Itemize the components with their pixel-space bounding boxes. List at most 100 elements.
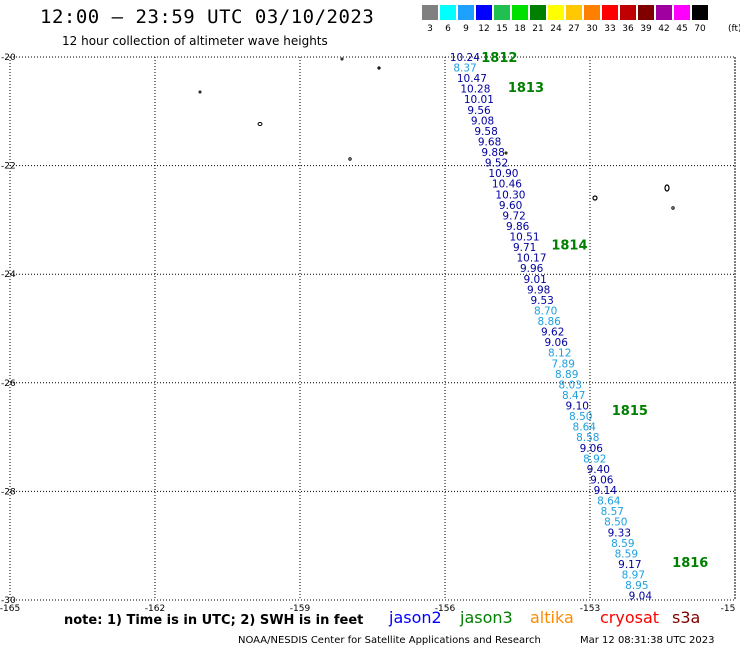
swh-value-label: 9.52 [485, 158, 508, 170]
island-outline [348, 157, 352, 161]
swh-value-label: 8.89 [555, 369, 578, 381]
legend-swatch [512, 5, 529, 20]
latitude-tick-label: -30 [1, 596, 16, 606]
swh-value-label: 9.10 [566, 401, 589, 413]
swh-value-label: 8.95 [625, 580, 648, 592]
swh-value-label: 9.60 [499, 200, 522, 212]
swh-value-label: 8.12 [548, 348, 571, 360]
island-outline [340, 57, 344, 61]
legend-swatch [476, 5, 493, 20]
legend-label: 18 [514, 24, 526, 34]
swh-value-label: 8.92 [583, 453, 606, 465]
legend-swatch [602, 5, 619, 20]
legend-swatch [584, 5, 601, 20]
swh-value-label: 8.70 [534, 305, 557, 317]
pass-labels: 1812 1813 1814 1815 1816 [481, 51, 708, 571]
legend-unit: (ft) [728, 24, 740, 34]
swh-value-label: 9.88 [481, 147, 504, 159]
swh-value-label: 8.37 [453, 63, 476, 75]
swh-value-label: 8.59 [615, 548, 638, 560]
legend-swatch [638, 5, 655, 20]
swh-value-label: 9.06 [580, 443, 604, 455]
swh-value-label: 9.40 [587, 464, 610, 476]
legend-swatch [548, 5, 565, 20]
legend-swatch [458, 5, 475, 20]
axis-tick-labels: -165 -162 -159 -156 -153 -15 -20 -22 -24 -26 -28 -3… [0, 53, 735, 614]
swh-value-label: 9.71 [513, 242, 536, 254]
legend-label: 27 [568, 24, 580, 34]
island-outline [198, 90, 202, 94]
legend-label: 24 [550, 24, 562, 34]
legend-swatch [620, 5, 637, 20]
swh-value-label: 9.33 [608, 527, 631, 539]
legend-label: 39 [640, 24, 652, 34]
swh-value-label: 8.50 [604, 517, 627, 529]
swh-value-label: 8.86 [537, 316, 561, 328]
footer-timestamp: Mar 12 08:31:38 UTC 2023 [580, 635, 715, 646]
legend-swatch [440, 5, 457, 20]
island-outlines [198, 57, 675, 210]
units-note: note: 1) Time is in UTC; 2) SWH is in fe… [64, 613, 364, 628]
swh-value-label: 8.64 [573, 422, 597, 434]
pass-number-label: 1815 [612, 404, 648, 419]
legend-label: 33 [604, 24, 616, 34]
legend-swatch [656, 5, 673, 20]
island-outline [504, 151, 508, 155]
swh-value-label: 8.03 [559, 379, 582, 391]
pass-number-label: 1812 [481, 51, 517, 66]
swh-value-label: 9.72 [502, 210, 525, 222]
swh-observations: 10.248.3710.4710.2810.019.569.089.589.68… [450, 52, 653, 603]
legend-swatch [566, 5, 583, 20]
latitude-tick-label: -20 [1, 53, 16, 63]
swh-value-label: 9.98 [527, 284, 550, 296]
swh-value-label: 10.24 [450, 52, 480, 64]
legend-swatch [422, 5, 439, 20]
swh-value-label: 9.68 [478, 136, 501, 148]
legend-label: 70 [694, 24, 706, 34]
pass-number-label: 1814 [551, 238, 587, 253]
legend-label: 36 [622, 24, 634, 34]
legend-label: 6 [445, 24, 451, 34]
swh-value-label: 8.57 [601, 506, 624, 518]
satellite-name: cryosat [600, 608, 660, 627]
longitude-tick-label: -153 [580, 604, 600, 614]
swh-value-label: 10.47 [457, 73, 487, 85]
swh-value-label: 9.14 [594, 485, 618, 497]
swh-value-label: 10.01 [464, 94, 494, 106]
swh-value-label: 10.28 [460, 84, 490, 96]
swh-value-label: 9.17 [618, 559, 641, 571]
swh-value-label: 7.89 [552, 358, 575, 370]
map-grid [9, 56, 736, 601]
footer-credit: NOAA/NESDIS Center for Satellite Applica… [238, 635, 541, 646]
swh-value-label: 10.90 [488, 168, 518, 180]
swh-value-label: 8.58 [576, 432, 599, 444]
swh-value-label: 9.56 [467, 105, 491, 117]
swh-value-label: 8.59 [611, 538, 634, 550]
swh-value-label: 9.08 [471, 115, 494, 127]
legend-label: 45 [676, 24, 688, 34]
swh-value-label: 10.30 [495, 189, 525, 201]
latitude-tick-label: -26 [1, 379, 16, 389]
swh-value-label: 9.58 [474, 126, 497, 138]
map-subtitle: 12 hour collection of altimeter wave hei… [62, 34, 328, 48]
latitude-tick-label: -28 [1, 487, 16, 497]
longitude-tick-label: -15 [721, 604, 736, 614]
pass-number-label: 1816 [672, 556, 708, 571]
swh-value-label: 9.06 [545, 337, 569, 349]
latitude-tick-label: -24 [1, 270, 16, 280]
legend-swatch [692, 5, 709, 20]
legend-label: 15 [496, 24, 508, 34]
swh-value-label: 9.04 [629, 591, 653, 603]
longitude-tick-label: -156 [435, 604, 456, 614]
island-outline [664, 184, 670, 192]
island-outline [377, 66, 381, 70]
longitude-tick-label: -159 [290, 604, 311, 614]
swh-value-label: 9.06 [590, 474, 614, 486]
legend-swatch [530, 5, 547, 20]
island-outline [671, 206, 675, 210]
legend-label: 42 [658, 24, 670, 34]
map-title: 12:00 — 23:59 UTC 03/10/2023 [40, 6, 375, 28]
swh-value-label: 10.17 [516, 253, 546, 265]
swh-value-label: 9.62 [541, 327, 564, 339]
